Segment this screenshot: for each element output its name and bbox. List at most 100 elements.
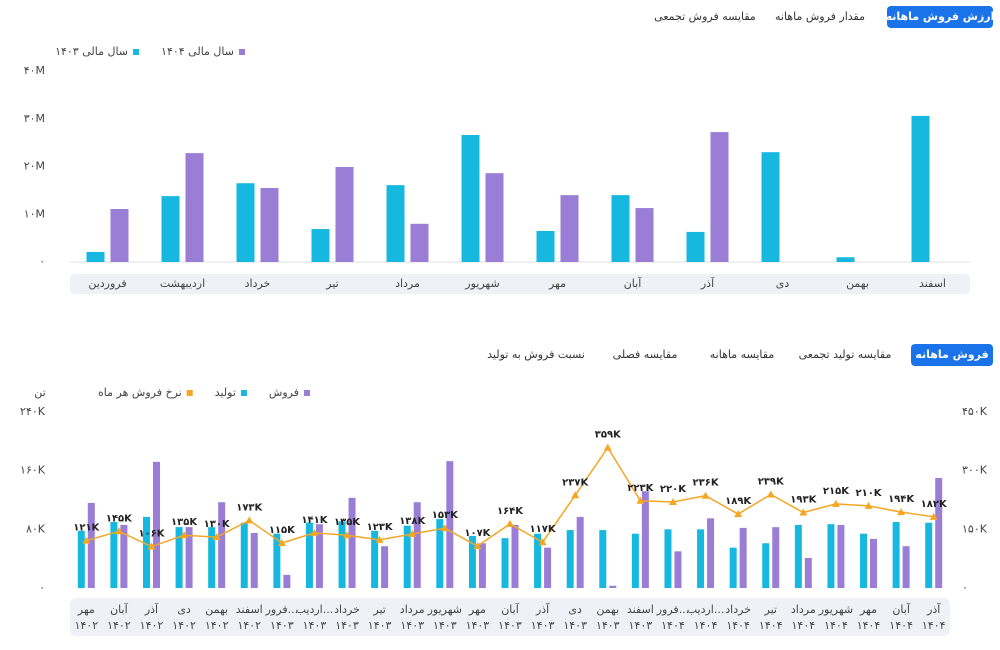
x-tick-label: شهریور (464, 277, 499, 290)
x-tick-label: آبان (892, 602, 910, 616)
bar (283, 574, 291, 588)
value-label: ۲۲۳K (627, 483, 654, 494)
y-tick-label: ۰ (39, 255, 45, 268)
x-tick-label: فروردین (88, 277, 126, 290)
value-label: ۱۰۷K (464, 528, 491, 539)
x-tick-label: اردیب... (687, 603, 725, 616)
bar (664, 529, 672, 588)
bar (761, 152, 780, 262)
value-label: ۱۸۹K (725, 496, 752, 507)
bar (631, 533, 639, 588)
value-label: ۱۰۶K (138, 529, 165, 540)
x-tick-label: بهمن (846, 277, 869, 290)
value-label: ۱۹۴K (888, 494, 915, 505)
bar (925, 522, 933, 588)
bar (468, 535, 476, 588)
bar (86, 251, 105, 262)
line-marker (799, 508, 808, 516)
bar (534, 533, 542, 588)
bar (77, 530, 85, 588)
x-tick-label: مرداد (400, 603, 425, 616)
tab-active-bg[interactable] (887, 6, 993, 28)
x-tick-label: مهر (77, 603, 95, 616)
value-label: ۱۳۵K (334, 517, 361, 528)
x-tick-label: ۱۴۰۲ (107, 619, 131, 632)
bar (461, 134, 480, 262)
y-tick-label: ۲۴۰K (20, 405, 46, 418)
x-tick-label: آبان (501, 602, 519, 616)
tab[interactable]: نسبت فروش به تولید (487, 348, 585, 361)
tab-active-bg[interactable] (911, 344, 993, 366)
line-marker (506, 519, 514, 527)
x-tick-label: ۱۴۰۴ (922, 619, 946, 632)
bar (485, 173, 504, 262)
value-label: ۱۲۱K (73, 523, 100, 534)
bar (381, 546, 389, 588)
tab[interactable]: مقدار فروش ماهانه (775, 10, 865, 23)
value-label: ۲۳۶K (693, 478, 720, 489)
tab[interactable]: فروش ماهانه (915, 348, 988, 361)
y-tick-label: ۰ (39, 581, 45, 594)
y-axis-label: تن (34, 386, 45, 399)
bar (635, 208, 654, 262)
x-tick-label: تیر (325, 277, 338, 290)
bar (501, 538, 509, 588)
tab[interactable]: ارزش فروش ماهانه (886, 10, 995, 23)
x-tick-label: مهر (859, 603, 877, 616)
bar (348, 497, 356, 588)
x-tick-label: خرداد (334, 603, 360, 616)
x-tick-label: مهر (548, 277, 566, 290)
bar (827, 524, 835, 588)
value-label: ۲۳۷K (562, 477, 589, 488)
x-tick-label: ۱۴۰۳ (531, 619, 555, 632)
bar (544, 547, 552, 588)
value-label: ۱۵۳K (432, 510, 459, 521)
line-marker (668, 497, 677, 505)
bar (413, 502, 421, 588)
line-marker (375, 535, 384, 543)
x-tick-label: ۱۴۰۳ (335, 619, 359, 632)
bar (218, 502, 226, 588)
value-label: ۱۳۸K (399, 516, 426, 527)
bar (836, 257, 855, 262)
y-tick-label: ۱۰M (24, 207, 45, 220)
y-tick-label: ۳۰M (24, 112, 45, 125)
line-marker (929, 512, 938, 520)
x-tick-label: ۱۴۰۲ (237, 619, 261, 632)
bar (273, 533, 281, 588)
x-tick-label: اسفند (627, 603, 654, 616)
legend-swatch (186, 390, 193, 396)
bar (240, 522, 248, 588)
x-tick-label: تیر (764, 603, 777, 616)
tab[interactable]: مقایسه تولید تجمعی (799, 348, 892, 361)
bar (935, 478, 943, 588)
bar (446, 461, 454, 588)
line-marker (343, 531, 352, 539)
x-tick-label: بهمن (596, 603, 619, 616)
x-tick-label: آبان (110, 602, 128, 616)
line-marker (114, 527, 123, 535)
x-tick-label: ۱۴۰۴ (824, 619, 848, 632)
tab[interactable]: مقایسه ماهانه (710, 348, 775, 361)
bar (110, 522, 118, 588)
tab[interactable]: مقایسه فروش تجمعی (654, 10, 756, 23)
line-marker (603, 443, 612, 451)
x-tick-label: ۱۴۰۳ (466, 619, 490, 632)
bar (837, 524, 845, 588)
x-tick-label: آذر (926, 602, 941, 616)
x-tick-label: ۱۴۰۴ (726, 619, 750, 632)
line-marker (734, 510, 743, 518)
tab[interactable]: مقایسه فصلی (613, 348, 678, 361)
value-label: ۲۲۰K (660, 484, 687, 495)
legend-swatch (240, 390, 247, 396)
x-tick-label: ۱۴۰۴ (857, 619, 881, 632)
line-marker (571, 491, 580, 499)
y-tick-label: ۱۶۰K (20, 464, 46, 477)
bar (315, 524, 323, 588)
bar (641, 491, 649, 588)
bar (142, 516, 150, 588)
bar (566, 530, 574, 588)
bar (804, 557, 812, 588)
line-marker (147, 542, 156, 550)
bar (386, 185, 405, 262)
